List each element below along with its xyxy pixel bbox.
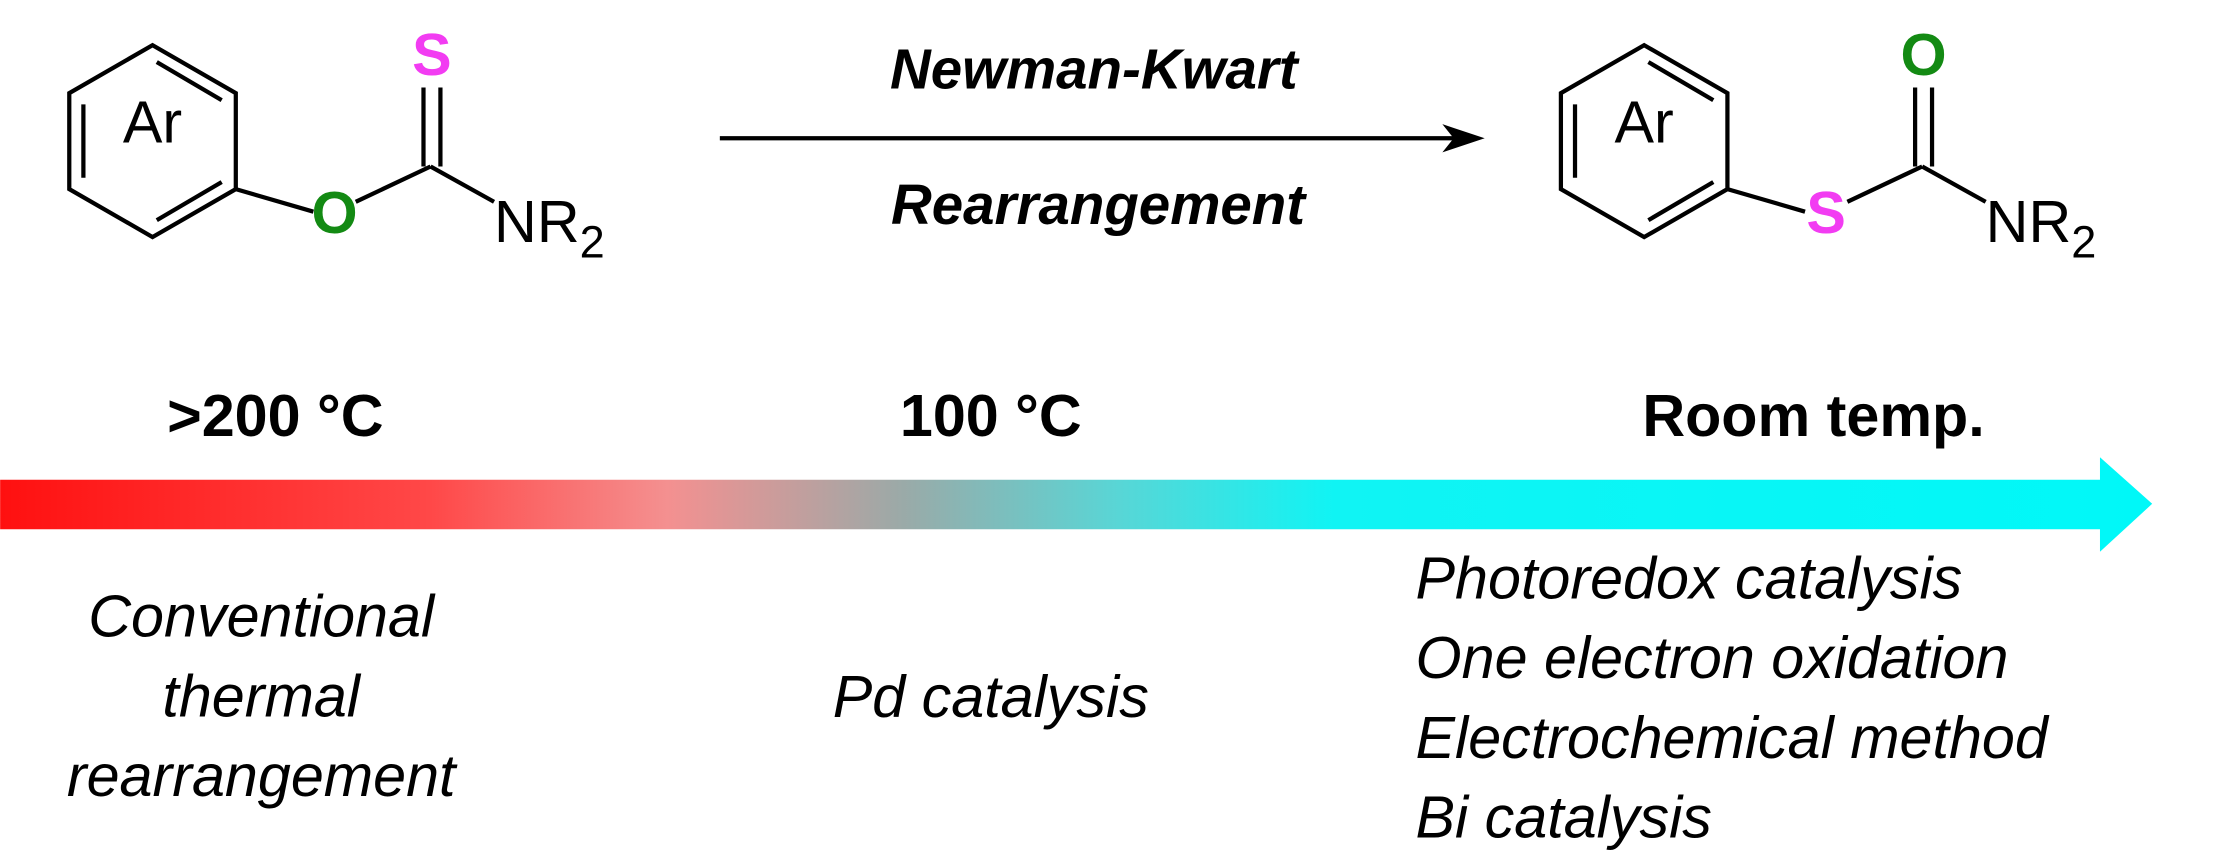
aromatic-bond [155, 60, 223, 103]
method-line: Electrochemical method [1416, 704, 2050, 771]
bond [1846, 164, 1924, 204]
aromatic-bond [155, 180, 223, 222]
bond [235, 187, 315, 214]
double-bonded-atom: S [412, 21, 452, 88]
method-line: Conventional [88, 583, 436, 650]
linker-atom: O [312, 179, 358, 246]
bond [354, 164, 432, 204]
temperature: Room temp. [1642, 382, 1984, 449]
benzene-ring [67, 42, 238, 240]
ring-label: Ar [123, 89, 182, 156]
aromatic-bond [1647, 60, 1715, 103]
amine: NR2 [494, 187, 605, 267]
amine: NR2 [1986, 187, 2097, 267]
method-line: thermal [162, 662, 361, 729]
arrow-label-bottom: Rearrangement [891, 173, 1307, 236]
temperature-arrow [0, 457, 2153, 552]
method-line: One electron oxidation [1416, 624, 2009, 691]
method-line: rearrangement [67, 742, 458, 809]
arrow-label-top: Newman-Kwart [890, 37, 1300, 100]
amine-subscript: 2 [580, 216, 605, 267]
method-line: Bi catalysis [1416, 784, 1712, 851]
amine-label: NR [494, 187, 580, 254]
amine-label: NR [1986, 187, 2072, 254]
bond [429, 164, 496, 204]
method-line: Photoredox catalysis [1416, 544, 1963, 611]
amine-subscript: 2 [2071, 216, 2096, 267]
arrow-head [1442, 124, 1485, 153]
aromatic-bond [1647, 180, 1715, 222]
double-bonded-atom: O [1901, 21, 1947, 88]
methods: Conventional thermal rearrangement Pd catal… [67, 544, 2050, 850]
reactant: Ar O S NR2 [67, 21, 605, 267]
method-line: Pd catalysis [833, 663, 1149, 730]
bond [1726, 187, 1806, 214]
ring-label: Ar [1615, 89, 1674, 156]
temperature: >200 °C [167, 382, 383, 449]
benzene-ring [1558, 42, 1730, 240]
linker-atom: S [1806, 179, 1846, 246]
temperature: 100 °C [900, 382, 1082, 449]
bond [1921, 164, 1987, 204]
product: Ar S O NR2 [1558, 21, 2097, 267]
